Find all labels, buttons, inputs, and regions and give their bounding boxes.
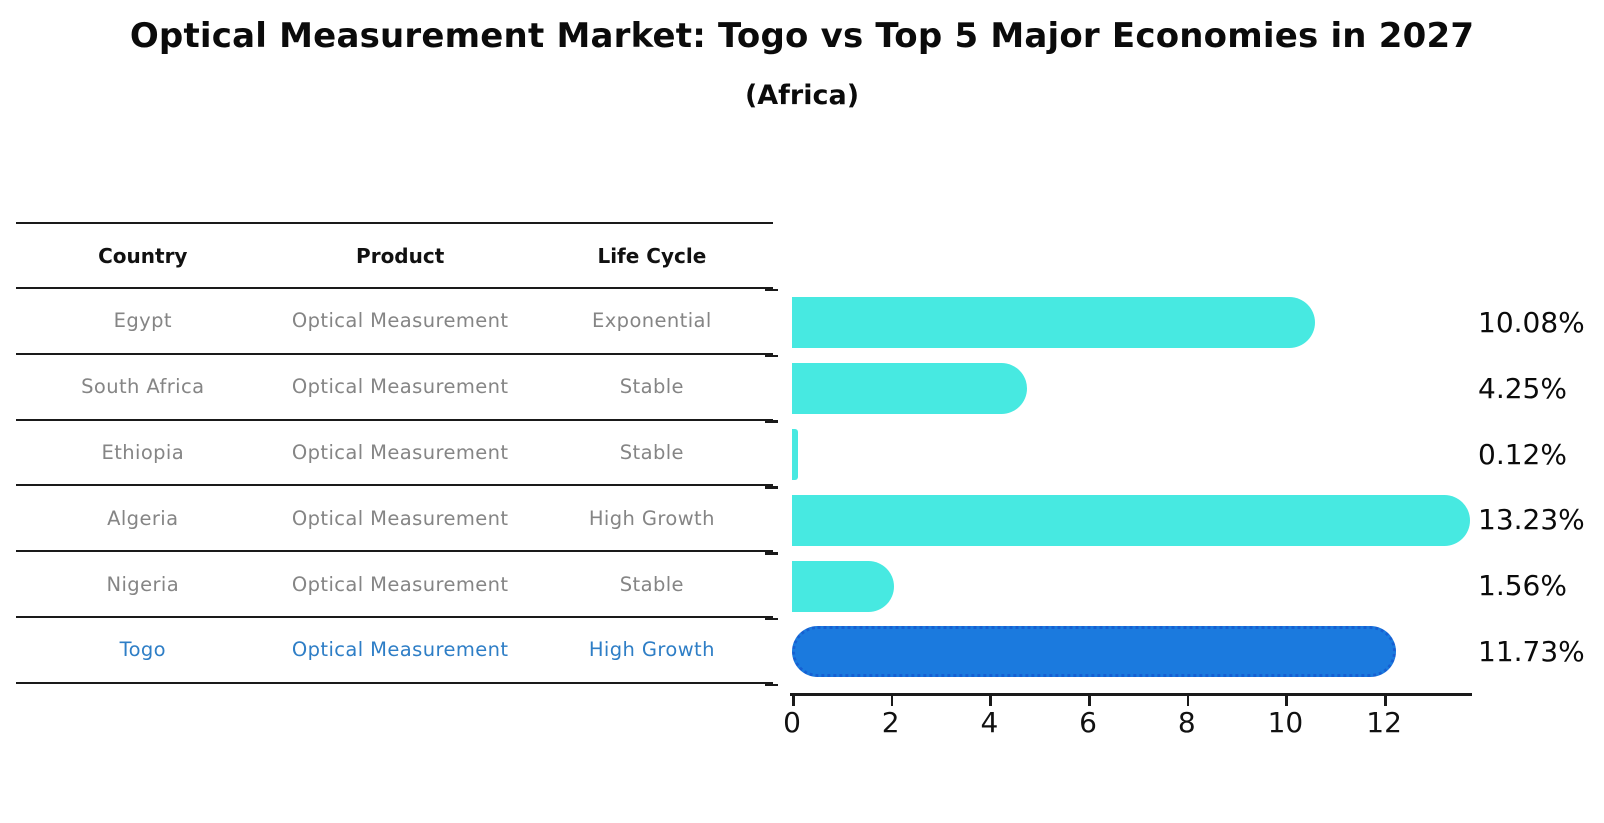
country-table: Country Product Life Cycle Egypt Optical … — [16, 222, 773, 684]
column-header-life-cycle: Life Cycle — [597, 243, 707, 268]
column-header-product: Product — [356, 243, 445, 268]
cell-life-cycle: High Growth — [588, 638, 715, 662]
cell-product: Optical Measurement — [291, 638, 509, 662]
table-body: Egypt Optical Measurement Exponential South… — [16, 289, 773, 684]
x-tick-label-8: 8 — [1177, 706, 1196, 739]
bar-nigeria — [792, 560, 895, 612]
cell-product: Optical Measurement — [291, 375, 509, 399]
bar-ethiopia — [792, 428, 798, 480]
cell-product: Optical Measurement — [291, 440, 509, 464]
bar-slot-togo — [792, 619, 1470, 685]
cell-life-cycle: High Growth — [588, 506, 715, 530]
bar-slot-algeria — [792, 487, 1471, 553]
y-tick — [765, 683, 778, 687]
x-tick — [989, 696, 992, 706]
bar-slot-south-africa — [792, 356, 1470, 422]
value-label-ethiopia: 0.12% — [1478, 437, 1567, 471]
x-tick — [1088, 696, 1091, 706]
y-tick — [765, 420, 778, 423]
x-tick-label-10: 10 — [1267, 706, 1304, 739]
y-tick — [765, 354, 778, 358]
x-tick — [890, 696, 894, 706]
bar-egypt — [792, 297, 1315, 349]
cell-product: Optical Measurement — [291, 572, 509, 596]
bar-togo — [792, 626, 1397, 678]
x-tick-label-12: 12 — [1366, 706, 1402, 739]
x-tick — [1285, 696, 1288, 706]
column-header-country: Country — [98, 243, 188, 268]
chart-subtitle: (Africa) — [744, 80, 860, 111]
cell-life-cycle: Stable — [619, 375, 684, 399]
y-tick — [765, 288, 778, 292]
bar-slot-egypt — [792, 290, 1470, 356]
bar-plot-area — [765, 288, 1471, 687]
x-tick — [1186, 696, 1190, 706]
x-axis-line — [790, 693, 1472, 696]
value-label-algeria: 13.23% — [1478, 503, 1585, 537]
table-row-south-africa: South Africa Optical Measurement Stable — [16, 355, 773, 421]
x-tick-label-0: 0 — [783, 706, 801, 739]
value-label-egypt: 10.08% — [1478, 305, 1585, 339]
bar-slot-ethiopia — [792, 422, 1470, 488]
cell-product: Optical Measurement — [291, 309, 509, 333]
table-row-algeria: Algeria Optical Measurement High Growth — [16, 486, 773, 553]
cell-country: Egypt — [113, 309, 172, 333]
value-label-nigeria: 1.56% — [1478, 569, 1567, 603]
cell-life-cycle: Stable — [619, 572, 684, 596]
y-tick — [765, 486, 778, 489]
x-tick-label-6: 6 — [1079, 706, 1097, 739]
value-label-south-africa: 4.25% — [1478, 371, 1567, 405]
table-row-ethiopia: Ethiopia Optical Measurement Stable — [16, 421, 773, 487]
table-row-nigeria: Nigeria Optical Measurement Stable — [16, 552, 773, 618]
x-tick-label-4: 4 — [980, 706, 999, 739]
cell-country: Togo — [119, 638, 167, 662]
x-tick-label-2: 2 — [881, 706, 900, 739]
cell-country: Ethiopia — [101, 440, 185, 464]
cell-life-cycle: Stable — [619, 440, 684, 464]
bar-algeria — [792, 494, 1471, 546]
x-tick — [792, 696, 795, 706]
bar-slot-nigeria — [792, 553, 1470, 619]
cell-product: Optical Measurement — [291, 506, 509, 530]
chart-title: Optical Measurement Market: Togo vs Top … — [129, 16, 1475, 56]
x-tick — [1384, 696, 1387, 706]
y-tick — [765, 552, 778, 555]
table-header-row: Country Product Life Cycle — [16, 222, 773, 289]
cell-country: South Africa — [81, 375, 205, 399]
table-row-togo: Togo Optical Measurement High Growth — [16, 618, 773, 684]
cell-country: Algeria — [107, 506, 179, 530]
cell-country: Nigeria — [106, 572, 180, 596]
y-tick — [765, 617, 778, 621]
table-row-egypt: Egypt Optical Measurement Exponential — [16, 289, 773, 355]
bar-south-africa — [792, 363, 1028, 415]
value-label-togo: 11.73% — [1478, 634, 1585, 668]
cell-life-cycle: Exponential — [592, 309, 712, 333]
